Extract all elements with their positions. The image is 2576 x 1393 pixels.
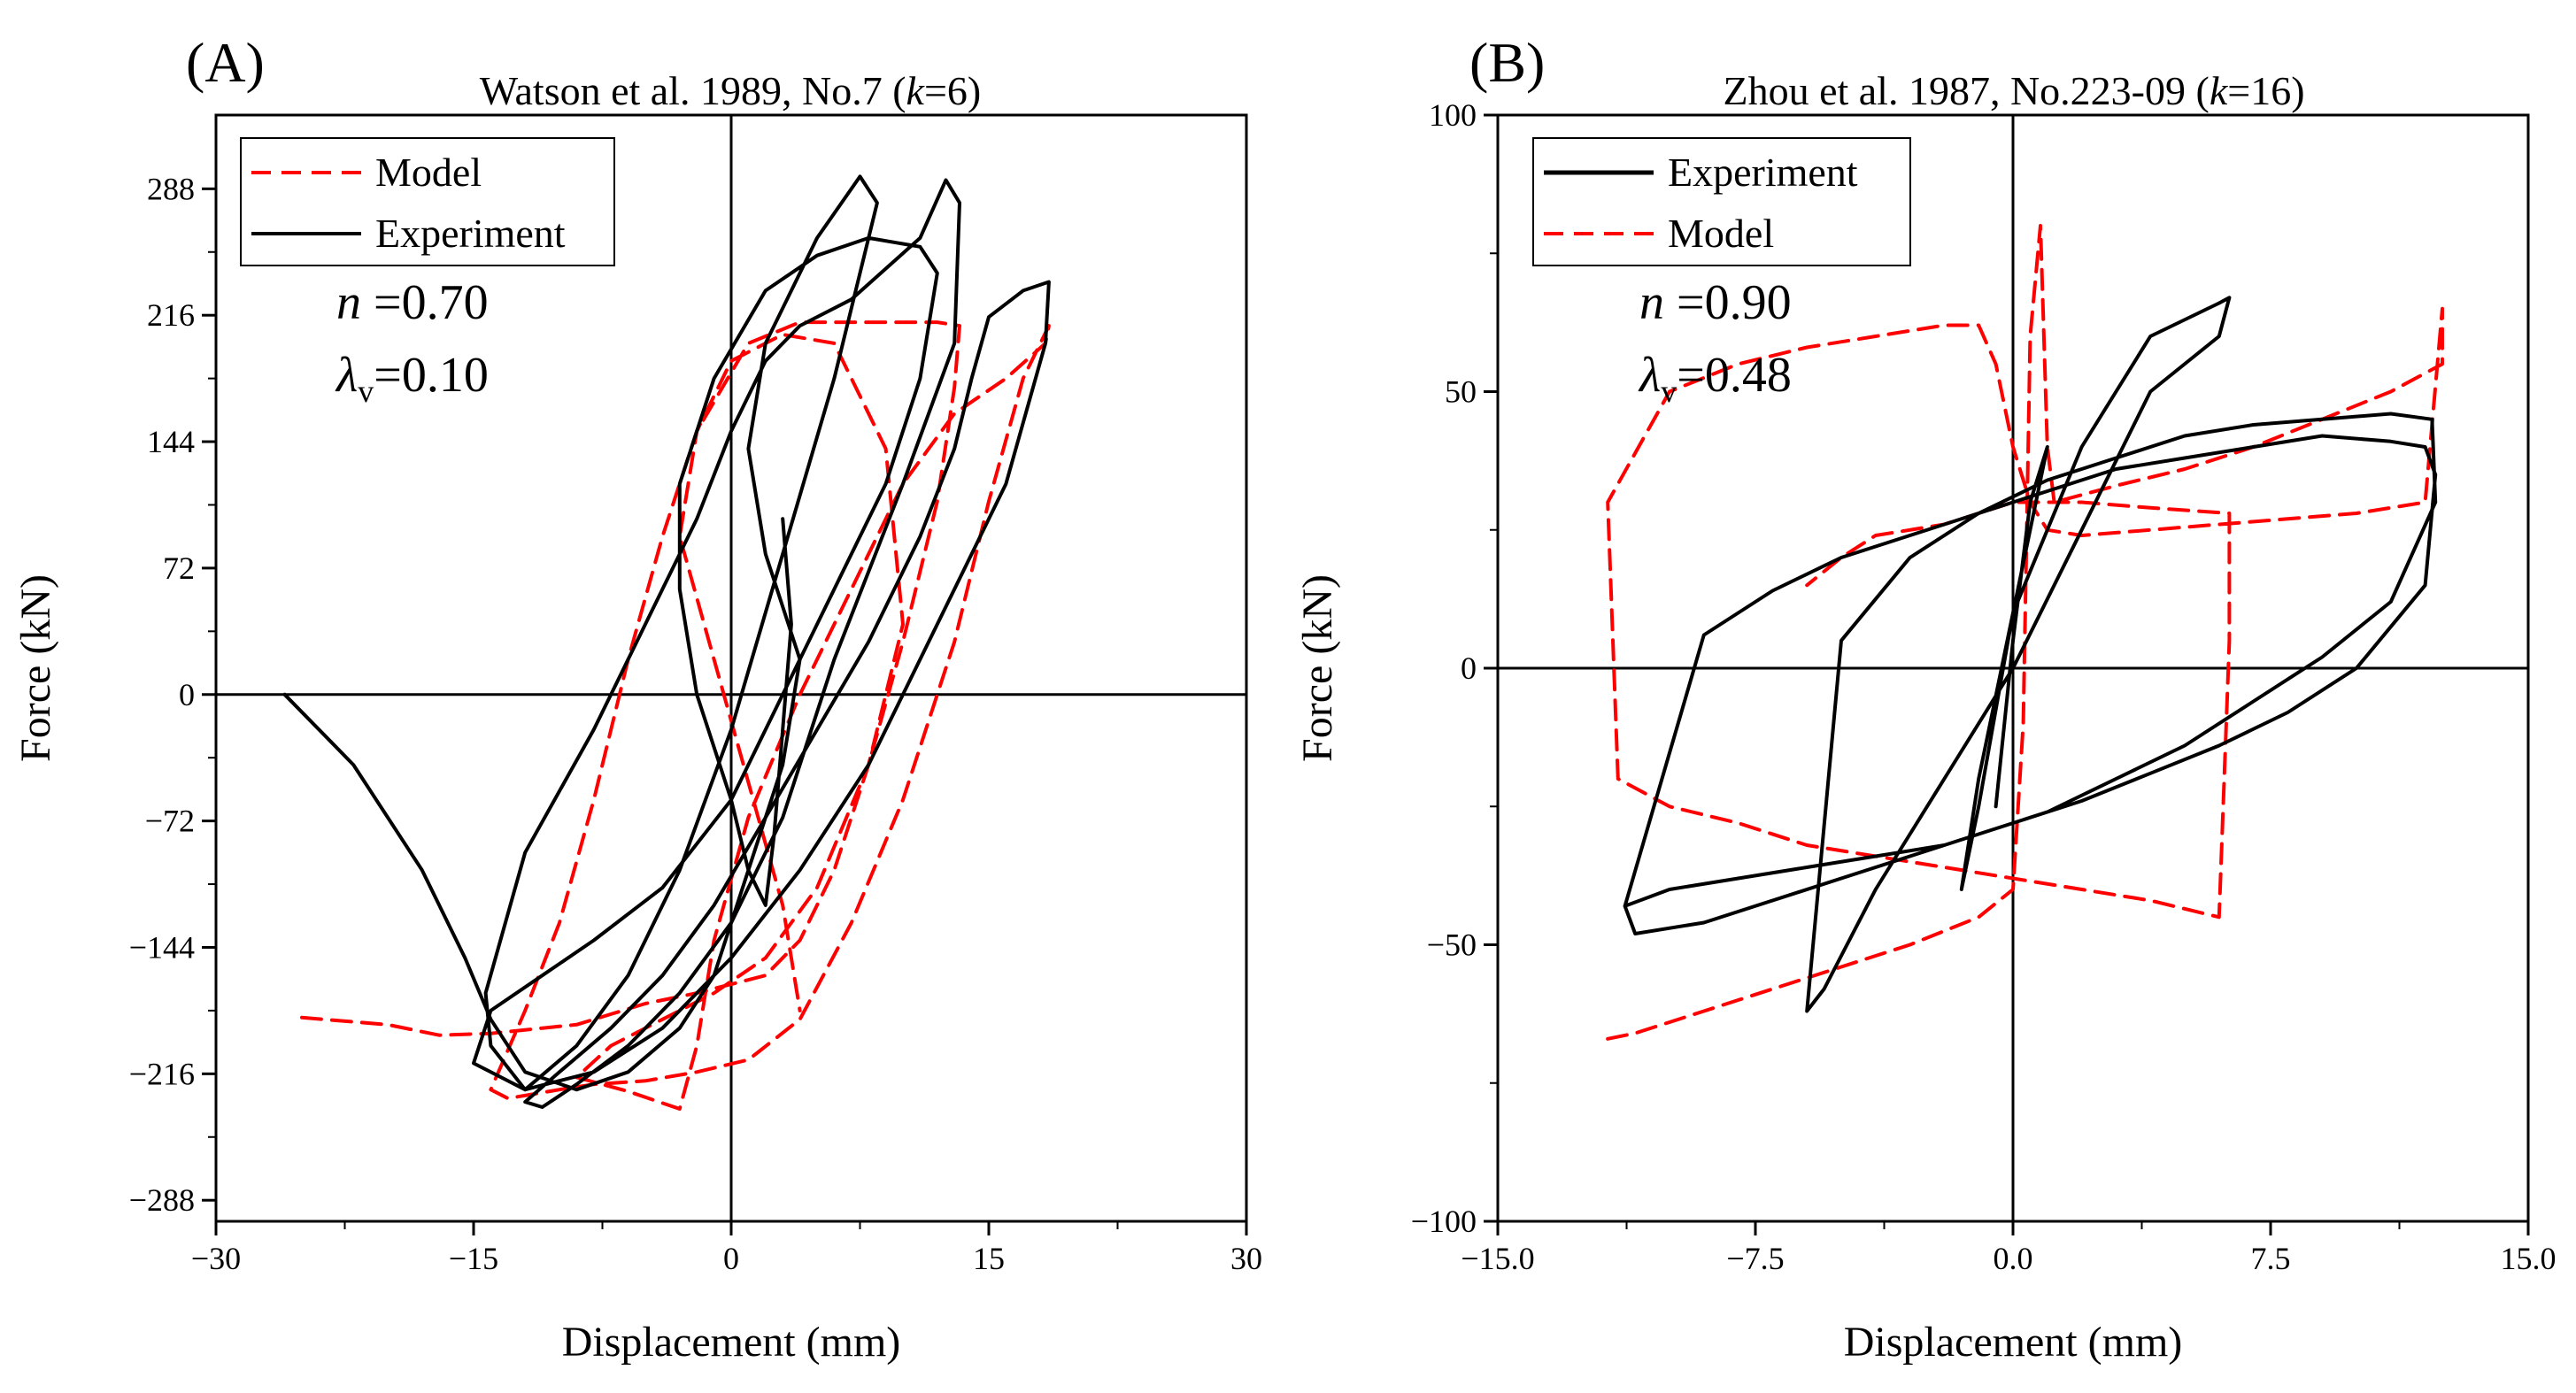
y-tick-label: −144 — [129, 929, 195, 965]
y-tick-label: −100 — [1411, 1204, 1477, 1239]
chart-panel-a: (A) Watson et al. 1989, No.7 (k=6) −30 −1… — [12, 31, 1262, 1366]
chart-panel-b: (B) Zhou et al. 1987, No.223-09 (k=16) −… — [1294, 31, 2557, 1366]
annotation-n: n =0.70 — [336, 275, 489, 330]
annotation-lambda: λv=0.48 — [1638, 348, 1792, 409]
legend: Experiment Model — [1532, 137, 1911, 266]
series-experiment — [1623, 296, 2438, 1013]
panel-letter: (A) — [186, 31, 265, 94]
plot-area: −15.0 −7.5 0.0 7.5 15.0 100 50 0 −50 −100 — [1411, 97, 2557, 1276]
y-tick-label: 50 — [1445, 374, 1477, 410]
legend-label-model: Model — [1668, 211, 1774, 256]
x-axis-label: Displacement (mm) — [1844, 1319, 2183, 1366]
legend-box — [240, 137, 615, 266]
x-tick-label: 15 — [973, 1241, 1005, 1276]
x-tick-label: −30 — [191, 1241, 241, 1276]
y-tick-label: 144 — [147, 424, 195, 459]
panel-letter: (B) — [1469, 31, 1545, 94]
x-axis-label: Displacement (mm) — [562, 1319, 901, 1366]
x-tick-label: 30 — [1230, 1241, 1262, 1276]
y-tick-label: −50 — [1427, 927, 1477, 963]
y-tick-label: 288 — [147, 171, 195, 206]
plot-area: −30 −15 0 15 30 288 216 144 72 0 −72 −144 −216 −288 — [129, 115, 1262, 1276]
series-model — [1606, 224, 2444, 1041]
series-model — [300, 320, 1051, 1111]
y-tick-label: 0 — [179, 677, 195, 712]
legend-label-model: Model — [375, 150, 482, 195]
x-tick-label: −15.0 — [1461, 1241, 1534, 1276]
y-tick-label: −216 — [129, 1056, 195, 1091]
annotation-n: n =0.90 — [1639, 275, 1792, 330]
x-tick-label: 15.0 — [2501, 1241, 2557, 1276]
plot-frame — [214, 113, 1248, 1223]
chart-title: Zhou et al. 1987, No.223-09 (k=16) — [1723, 68, 2304, 113]
y-tick-label: 100 — [1429, 97, 1477, 133]
x-tick-label: −7.5 — [1726, 1241, 1784, 1276]
plot-frame — [1496, 113, 2530, 1223]
parameter-annotation: n =0.90 λv=0.48 — [1638, 275, 1792, 409]
y-tick-label: 72 — [163, 550, 195, 586]
x-tick-label: 7.5 — [2251, 1241, 2291, 1276]
legend-box — [1532, 137, 1911, 266]
y-tick-label: −288 — [129, 1182, 195, 1218]
chart-title: Watson et al. 1989, No.7 (k=6) — [480, 68, 981, 113]
legend-label-experiment: Experiment — [375, 211, 566, 256]
legend-label-experiment: Experiment — [1668, 150, 1858, 195]
x-tick-label: 0 — [723, 1241, 739, 1276]
y-tick-label: −72 — [145, 804, 195, 839]
y-axis-label: Force (kN) — [12, 574, 59, 762]
x-tick-label: 0.0 — [1994, 1241, 2033, 1276]
series-experiment — [282, 174, 1051, 1109]
y-axis-label: Force (kN) — [1294, 574, 1341, 762]
x-tick-label: −15 — [449, 1241, 498, 1276]
parameter-annotation: n =0.70 λv=0.10 — [335, 275, 489, 409]
legend: Model Experiment — [240, 137, 615, 266]
y-tick-label: 0 — [1461, 650, 1477, 686]
annotation-lambda: λv=0.10 — [335, 348, 489, 409]
y-tick-label: 216 — [147, 297, 195, 333]
